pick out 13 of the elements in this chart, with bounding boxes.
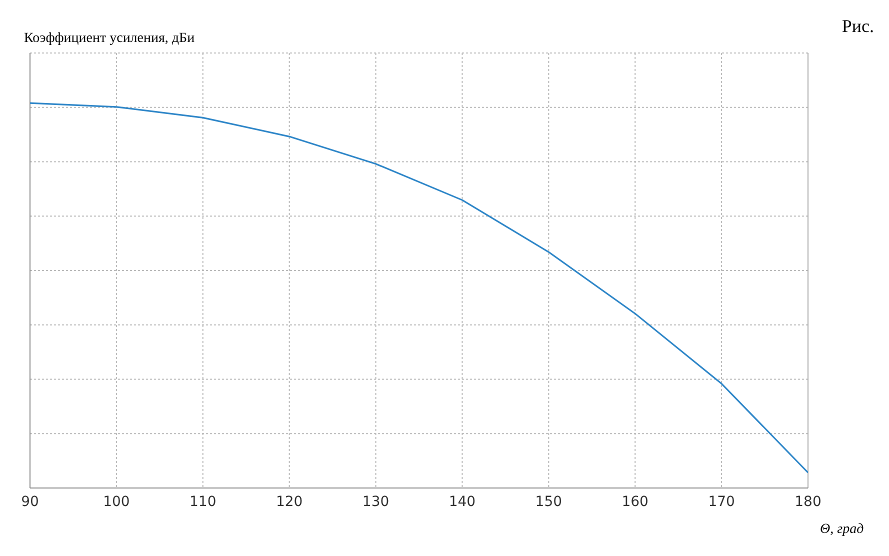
x-tick-label: 140 [448, 494, 476, 510]
x-tick-label: 110 [190, 494, 216, 510]
x-tick-label: 150 [535, 494, 562, 510]
y-axis-title: Коэффициент усиления, дБи [24, 31, 195, 47]
x-tick-label: 180 [794, 494, 822, 510]
x-tick-label: 120 [276, 494, 303, 510]
x-tick-label: 160 [622, 494, 648, 510]
x-tick-label: 130 [362, 494, 390, 510]
x-tick-label: 90 [21, 494, 39, 510]
x-axis-title: Θ, град [820, 522, 864, 538]
x-tick-label: 100 [103, 494, 130, 510]
x-tick-label: 170 [708, 494, 735, 510]
text: Рис. [842, 16, 874, 37]
